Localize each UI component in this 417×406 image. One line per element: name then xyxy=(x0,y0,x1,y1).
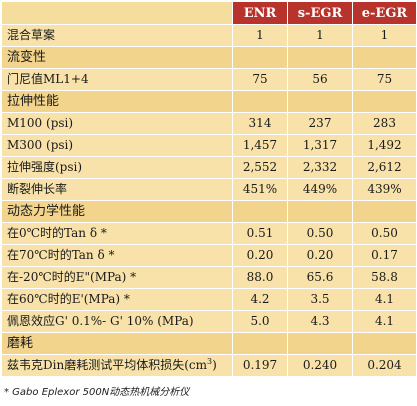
cell-s-egr: 0.240 xyxy=(287,354,353,377)
table-row: 在60℃时的E'(MPa) * 4.2 3.5 4.1 xyxy=(1,288,417,311)
table-row: 在70℃时的Tan δ * 0.20 0.20 0.17 xyxy=(1,244,417,267)
cell-enr: 1,457 xyxy=(232,134,288,157)
superscript: 3 xyxy=(206,357,213,366)
cell-e-egr: 4.1 xyxy=(352,288,417,311)
cell-enr: 451% xyxy=(232,178,288,201)
row-label: 混合草案 xyxy=(1,24,233,47)
cell-enr: 88.0 xyxy=(232,266,288,289)
row-label: M100 (psi) xyxy=(1,112,233,135)
properties-table: ENR s-EGR e-EGR 混合草案 1 1 1 流变性 门尼值ML1+4 … xyxy=(1,1,417,377)
data-table-container: ENR s-EGR e-EGR 混合草案 1 1 1 流变性 门尼值ML1+4 … xyxy=(1,1,417,377)
column-header-e-egr: e-EGR xyxy=(352,1,417,25)
footnote: * Gabo Eplexor 500N动态热机械分析仪 xyxy=(4,387,190,398)
section-row: 拉伸性能 xyxy=(1,90,417,113)
column-header-s-egr: s-EGR xyxy=(287,1,353,25)
row-label: 在70℃时的Tan δ * xyxy=(1,244,233,267)
cell-s-egr: 65.6 xyxy=(287,266,353,289)
table-row: 佩恩效应G' 0.1%- G' 10% (MPa) 5.0 4.3 4.1 xyxy=(1,310,417,333)
cell-s-egr: 0.20 xyxy=(287,244,353,267)
cell-e-egr: 4.1 xyxy=(352,310,417,333)
cell-s-egr: 0.50 xyxy=(287,222,353,245)
section-label: 拉伸性能 xyxy=(1,90,233,113)
column-header-enr: ENR xyxy=(232,1,288,25)
table-row: M100 (psi) 314 237 283 xyxy=(1,112,417,135)
section-label: 动态力学性能 xyxy=(1,200,233,223)
cell-s-egr: 2,332 xyxy=(287,156,353,179)
cell-enr: 0.197 xyxy=(232,354,288,377)
table-row: 混合草案 1 1 1 xyxy=(1,24,417,47)
row-label: 兹韦克Din磨耗测试平均体积损失(cm3) xyxy=(1,354,233,377)
cell-enr: 314 xyxy=(232,112,288,135)
row-label: 断裂伸长率 xyxy=(1,178,233,201)
table-row: 兹韦克Din磨耗测试平均体积损失(cm3) 0.197 0.240 0.204 xyxy=(1,354,417,377)
row-label: 门尼值ML1+4 xyxy=(1,68,233,91)
section-row: 动态力学性能 xyxy=(1,200,417,223)
cell-enr: 1 xyxy=(232,24,288,47)
row-label: 佩恩效应G' 0.1%- G' 10% (MPa) xyxy=(1,310,233,333)
cell-s-egr: 237 xyxy=(287,112,353,135)
section-label: 磨耗 xyxy=(1,332,233,355)
section-row: 磨耗 xyxy=(1,332,417,355)
cell-s-egr: 449% xyxy=(287,178,353,201)
cell-enr: 4.2 xyxy=(232,288,288,311)
section-label: 流变性 xyxy=(1,46,233,69)
table-row: 在-20℃时的E"(MPa) * 88.0 65.6 58.8 xyxy=(1,266,417,289)
cell-enr: 0.51 xyxy=(232,222,288,245)
header-corner-cell xyxy=(1,1,233,25)
cell-enr: 0.20 xyxy=(232,244,288,267)
cell-e-egr: 2,612 xyxy=(352,156,417,179)
row-label-tail: ) xyxy=(212,358,217,372)
table-row: 在0℃时的Tan δ * 0.51 0.50 0.50 xyxy=(1,222,417,245)
section-row: 流变性 xyxy=(1,46,417,69)
cell-e-egr: 283 xyxy=(352,112,417,135)
cell-s-egr: 1,317 xyxy=(287,134,353,157)
cell-e-egr: 75 xyxy=(352,68,417,91)
cell-enr: 2,552 xyxy=(232,156,288,179)
cell-e-egr: 58.8 xyxy=(352,266,417,289)
cell-s-egr: 4.3 xyxy=(287,310,353,333)
cell-s-egr: 1 xyxy=(287,24,353,47)
row-label: M300 (psi) xyxy=(1,134,233,157)
cell-e-egr: 0.204 xyxy=(352,354,417,377)
cell-s-egr: 3.5 xyxy=(287,288,353,311)
cell-e-egr: 1 xyxy=(352,24,417,47)
table-row: 拉伸强度(psi) 2,552 2,332 2,612 xyxy=(1,156,417,179)
table-row: 断裂伸长率 451% 449% 439% xyxy=(1,178,417,201)
cell-e-egr: 0.50 xyxy=(352,222,417,245)
cell-enr: 5.0 xyxy=(232,310,288,333)
cell-e-egr: 1,492 xyxy=(352,134,417,157)
row-label: 在-20℃时的E"(MPa) * xyxy=(1,266,233,289)
row-label: 拉伸强度(psi) xyxy=(1,156,233,179)
header-row: ENR s-EGR e-EGR xyxy=(1,1,417,25)
cell-s-egr: 56 xyxy=(287,68,353,91)
cell-e-egr: 0.17 xyxy=(352,244,417,267)
row-label-text: 兹韦克Din磨耗测试平均体积损失(cm xyxy=(7,358,207,372)
row-label: 在60℃时的E'(MPa) * xyxy=(1,288,233,311)
table-row: 门尼值ML1+4 75 56 75 xyxy=(1,68,417,91)
row-label: 在0℃时的Tan δ * xyxy=(1,222,233,245)
table-row: M300 (psi) 1,457 1,317 1,492 xyxy=(1,134,417,157)
cell-e-egr: 439% xyxy=(352,178,417,201)
cell-enr: 75 xyxy=(232,68,288,91)
